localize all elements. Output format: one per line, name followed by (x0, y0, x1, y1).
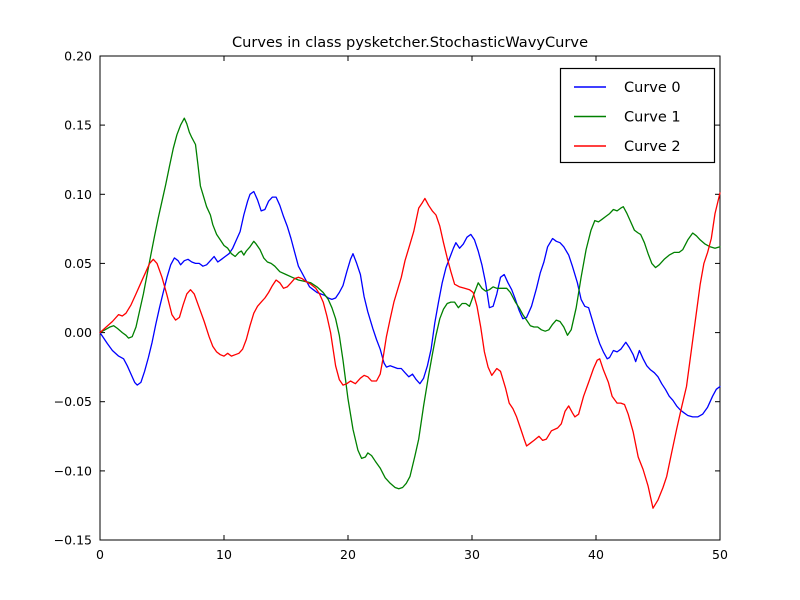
x-tick-label: 40 (588, 547, 604, 562)
y-tick-label: 0.05 (64, 256, 92, 271)
y-tick-label: 0.00 (64, 325, 92, 340)
curve-lines (99, 117, 721, 509)
y-tick-label: −0.15 (54, 533, 92, 548)
plot-frame (99, 55, 721, 541)
curve-line-1 (99, 117, 721, 490)
legend-box (559, 67, 716, 164)
x-tick-label: 10 (216, 547, 232, 562)
legend-label-0: Curve 0 (624, 80, 681, 96)
y-tick-label: 0.20 (64, 49, 92, 64)
curve-line-2 (99, 192, 721, 509)
x-tick-label: 20 (340, 547, 356, 562)
axis-tick-labels: 0 10 20 30 40 50 0.20 0.15 0.10 0.05 0.00 −0.05 −0.1… (54, 49, 728, 563)
y-tick-label: −0.10 (54, 463, 92, 478)
x-tick-label: 0 (96, 547, 104, 562)
legend-label-2: Curve 2 (624, 139, 681, 155)
y-tick-label: −0.05 (54, 394, 92, 409)
x-tick-label: 30 (464, 547, 480, 562)
axis-ticks (99, 55, 721, 541)
y-tick-label: 0.15 (64, 118, 92, 133)
chart-title: Curves in class pysketcher.StochasticWav… (232, 34, 588, 51)
y-tick-label: 0.10 (64, 187, 92, 202)
legend-label-1: Curve 1 (624, 110, 681, 126)
x-tick-label: 50 (712, 547, 728, 562)
curve-line-0 (99, 190, 721, 418)
legend: Curve 0 Curve 1 Curve 2 (559, 67, 716, 164)
